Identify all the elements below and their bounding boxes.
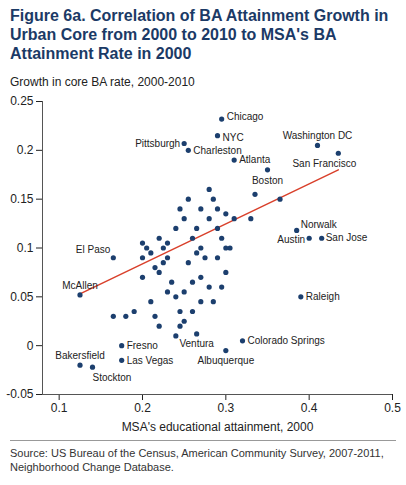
html-text:Figure 6a. Correlation of BA A: Figure 6a. Correlation of BA Attainment … (10, 7, 389, 62)
svg-text:Austin: Austin (277, 234, 305, 245)
svg-text:Las Vegas: Las Vegas (127, 355, 174, 366)
svg-text:0.15: 0.15 (10, 192, 34, 206)
svg-text:Albuquerque: Albuquerque (197, 355, 254, 366)
svg-text:Charleston: Charleston (193, 145, 241, 156)
svg-text:San Francisco: San Francisco (292, 158, 356, 169)
svg-text:-0.05: -0.05 (6, 387, 34, 401)
svg-text:0.2: 0.2 (134, 401, 151, 415)
svg-text:Ventura: Ventura (179, 338, 214, 349)
svg-text:San Jose: San Jose (326, 232, 368, 243)
svg-text:Colorado Springs: Colorado Springs (248, 335, 325, 346)
svg-text:Chicago: Chicago (227, 111, 264, 122)
svg-text:Raleigh: Raleigh (306, 291, 340, 302)
svg-text:0: 0 (27, 339, 34, 353)
svg-text:El Paso: El Paso (76, 244, 111, 255)
svg-text:0.05: 0.05 (10, 290, 34, 304)
html-text:Source: US Bureau of the Censu: Source: US Bureau of the Census, America… (10, 447, 384, 473)
svg-text:0.2: 0.2 (17, 143, 34, 157)
svg-text:0.1: 0.1 (51, 401, 68, 415)
html-text:Growth in core BA rate, 2000-2: Growth in core BA rate, 2000-2010 (10, 75, 195, 89)
svg-text:0.4: 0.4 (301, 401, 318, 415)
svg-text:NYC: NYC (223, 132, 244, 143)
svg-text:MSA's educational attainment,: MSA's educational attainment, 2000 (122, 420, 314, 434)
svg-text:0.1: 0.1 (17, 241, 34, 255)
svg-text:Norwalk: Norwalk (301, 219, 338, 230)
svg-text:Pittsburgh: Pittsburgh (135, 138, 180, 149)
svg-text:Washington DC: Washington DC (283, 130, 353, 141)
svg-text:0.25: 0.25 (10, 94, 34, 108)
svg-text:0.5: 0.5 (384, 401, 401, 415)
svg-text:Atlanta: Atlanta (239, 154, 271, 165)
svg-text:McAllen: McAllen (62, 280, 98, 291)
svg-text:Stockton: Stockton (93, 372, 132, 383)
svg-text:Fresno: Fresno (127, 340, 159, 351)
svg-text:Bakersfield: Bakersfield (55, 350, 104, 361)
svg-text:0.3: 0.3 (217, 401, 234, 415)
svg-text:Boston: Boston (252, 175, 283, 186)
